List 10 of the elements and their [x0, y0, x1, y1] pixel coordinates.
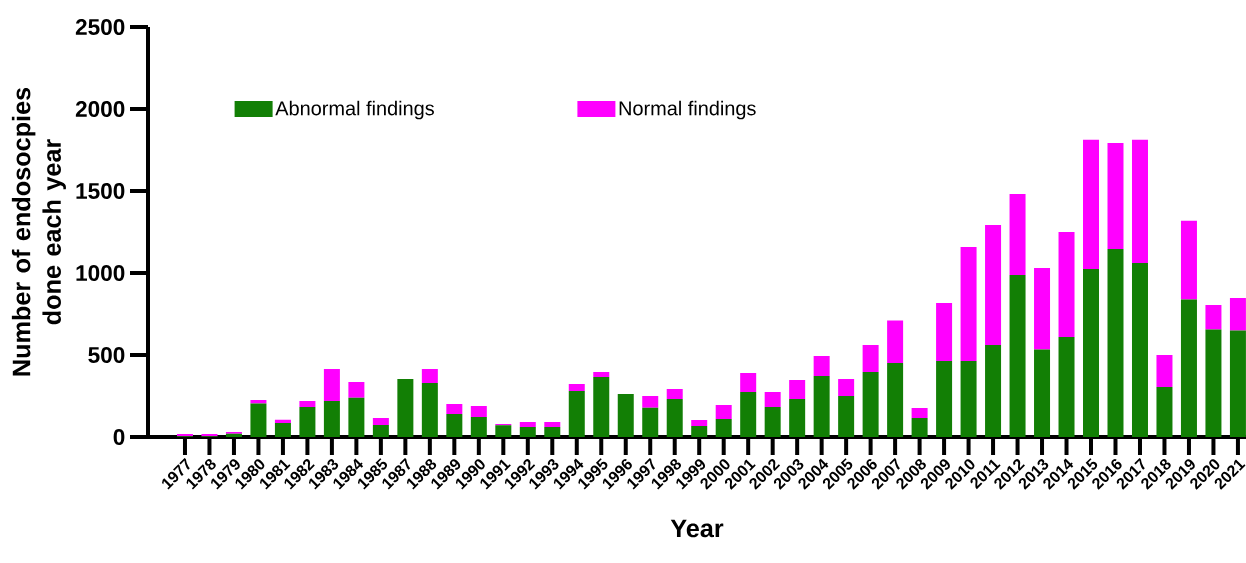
y-tick-label: 2000 — [75, 101, 125, 117]
legend-label: Abnormal findings — [275, 100, 434, 120]
x-axis-title: Year — [670, 519, 724, 538]
y-tick-label: 1000 — [76, 265, 125, 281]
y-tick-label: 2500 — [75, 19, 125, 35]
y-tick-label: 500 — [88, 347, 125, 363]
legend-label: Normal findings — [619, 100, 756, 120]
y-axis-title: Number of endosocpies done each year — [11, 87, 66, 376]
y-tick-label: 0 — [113, 429, 125, 445]
y-tick-label: 1500 — [76, 183, 125, 199]
